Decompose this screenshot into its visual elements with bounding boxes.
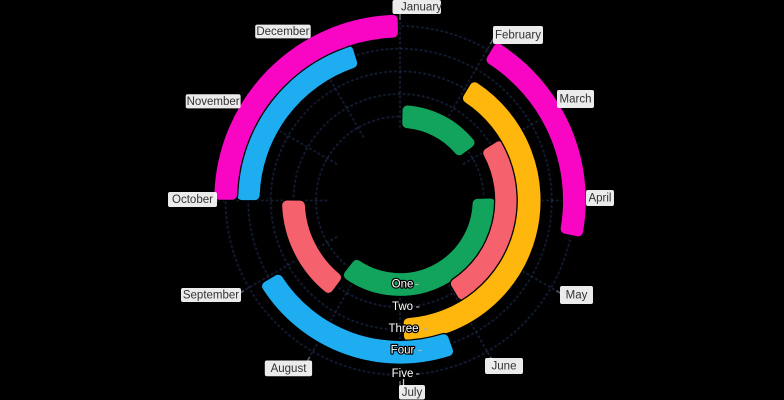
svg-text:August: August	[271, 363, 308, 375]
svg-text:One: One	[392, 279, 414, 291]
svg-text:April: April	[588, 193, 611, 205]
svg-text:February: February	[495, 30, 541, 42]
svg-text:Three: Three	[388, 323, 418, 335]
svg-text:November: November	[187, 96, 240, 108]
svg-text:March: March	[560, 94, 592, 106]
svg-text:Five: Five	[392, 368, 414, 380]
svg-text:December: December	[256, 26, 309, 38]
svg-text:Two: Two	[392, 301, 413, 313]
svg-text:May: May	[566, 290, 588, 302]
svg-text:September: September	[183, 290, 239, 302]
svg-text:June: June	[492, 361, 517, 373]
svg-text:Four: Four	[391, 345, 415, 357]
svg-text:July: July	[402, 387, 423, 399]
svg-text:October: October	[172, 194, 213, 206]
svg-text:January: January	[401, 2, 442, 14]
